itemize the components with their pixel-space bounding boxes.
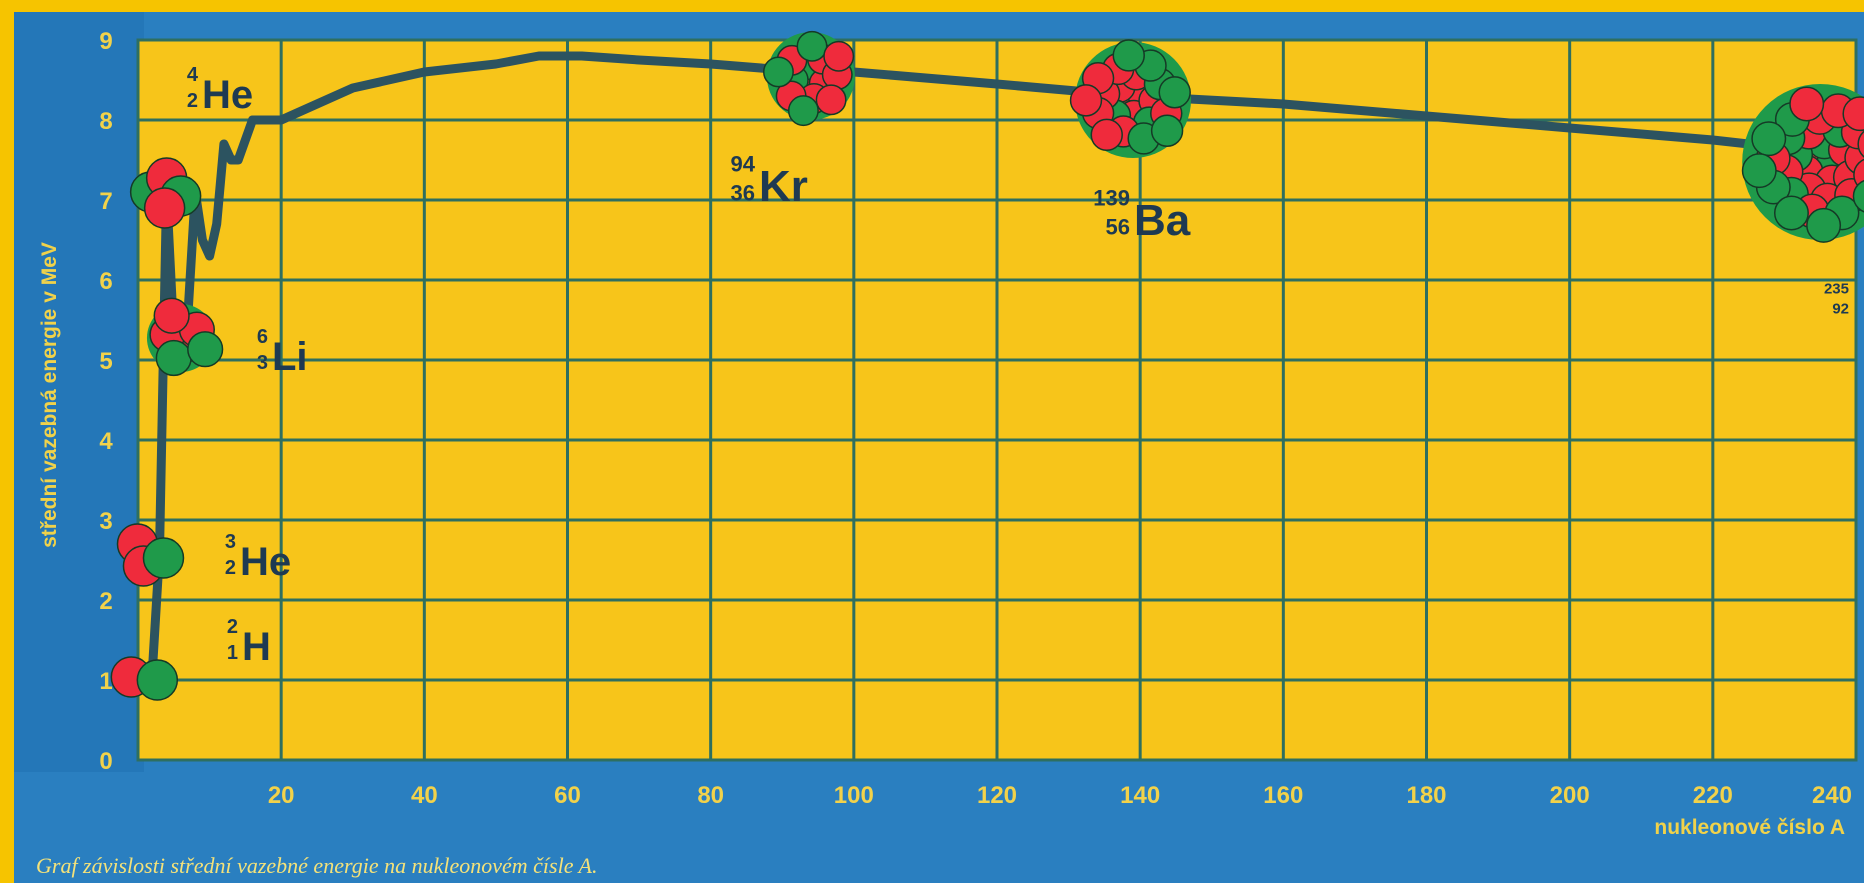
mass-number: 139 [1093,185,1130,210]
panel-tint [14,12,144,772]
element-symbol: H [242,625,271,669]
x-tick-label: 180 [1406,782,1446,809]
nucleus-cluster [116,523,185,587]
nucleus-cluster [129,157,202,229]
grid-lines [136,38,1858,762]
proton [1069,84,1103,117]
element-symbol: Li [272,335,308,379]
proton [1842,96,1864,132]
y-axis-label: střední vazebná energie v MeV [38,242,61,548]
mass-number: 3 [225,531,236,553]
neutron [155,339,192,377]
y-tick-label: 4 [99,428,113,455]
nuclide-label-he4: 4 2 He [187,64,253,117]
neutron [1751,121,1787,157]
plot-border [136,38,1858,762]
nuclide-label-ba139: 139 56 Ba [1093,185,1190,245]
x-tick-label: 240 [1812,782,1852,809]
atomic-number: 2 [225,557,236,579]
x-tick-labels: 20 40 60 80 100 120 140 160 180 200 220 240 [268,782,1852,809]
neutron [1112,39,1145,72]
proton [153,297,190,334]
mass-number: 235 [1824,281,1849,298]
x-tick-label: 80 [697,782,724,809]
y-tick-label: 9 [99,28,112,55]
x-axis-label: nukleonové číslo A [1654,816,1845,839]
y-tick-label: 5 [99,348,112,375]
nucleus-cluster [146,297,224,377]
neutron [787,95,819,127]
nucleus-cluster [762,30,855,127]
nuclide-label-h2: 2 1 H [227,616,271,669]
atomic-number: 92 [1832,300,1849,317]
chart-caption: Graf závislosti střední vazebné energie … [36,853,598,878]
proton [1090,118,1123,152]
nucleus-cluster [1069,39,1192,158]
mass-number: 4 [187,64,199,86]
neutron [187,331,224,368]
x-tick-label: 40 [411,782,438,809]
nuclide-label-li6: 6 3 Li [257,326,308,379]
neutron [136,659,179,701]
atomic-number: 36 [731,180,755,205]
x-tick-label: 160 [1263,782,1303,809]
neutron [1741,153,1777,189]
x-tick-label: 140 [1120,782,1160,809]
element-symbol: Kr [759,162,808,211]
y-tick-label: 8 [99,108,112,135]
atomic-number: 56 [1106,214,1130,239]
x-tick-label: 120 [977,782,1017,809]
atomic-number: 2 [187,90,198,112]
x-tick-label: 100 [834,782,874,809]
nucleus-cluster [110,656,179,701]
y-tick-label: 2 [99,588,112,615]
element-symbol: He [202,73,253,117]
element-symbol: He [240,540,291,584]
neutron [1150,114,1184,147]
y-tick-label: 6 [99,268,112,295]
neutron [1773,195,1809,231]
proton [1789,86,1825,122]
y-tick-label: 3 [99,508,112,535]
neutron [762,56,794,88]
proton [815,84,847,116]
neutron [1158,76,1191,109]
y-tick-label: 0 [99,748,112,775]
proton [1857,130,1864,158]
x-tick-label: 20 [268,782,295,809]
nuclide-label-kr94: 94 36 Kr [731,151,808,211]
y-tick-labels: 0 1 2 3 4 5 6 7 8 9 [99,28,113,775]
atomic-number: 3 [257,352,268,374]
nuclide-label-he3: 3 2 He [225,531,291,584]
x-tick-label: 60 [554,782,581,809]
mass-number: 94 [731,151,756,176]
x-tick-label: 200 [1550,782,1590,809]
neutron [1852,179,1864,213]
element-symbol: Ba [1134,196,1191,245]
neutron [1806,207,1842,243]
neutron [796,30,828,62]
y-tick-label: 1 [99,668,112,695]
y-tick-label: 7 [99,188,112,215]
mass-number: 6 [257,326,268,348]
nucleus-cluster [1741,84,1864,243]
x-tick-label: 220 [1693,782,1733,809]
mass-number: 2 [227,616,238,638]
proton [823,40,855,72]
atomic-number: 1 [227,642,238,664]
neutron [142,537,185,579]
proton [143,187,186,229]
